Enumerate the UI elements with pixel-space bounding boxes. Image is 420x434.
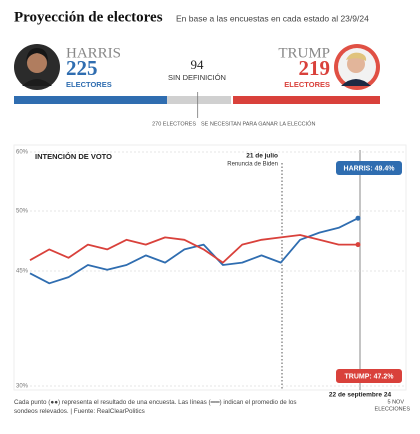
- trump-name: TRUMP: [278, 45, 330, 61]
- harris-bar: [14, 96, 168, 104]
- end-label-box: [336, 161, 402, 175]
- event-label: Renuncia de Biden: [227, 162, 278, 168]
- current-label: 22 de septiembre 24: [329, 392, 392, 399]
- chart-frame: [13, 144, 407, 391]
- note: Cada punto (●●) representa el resultado …: [14, 399, 297, 415]
- series-line: [29, 234, 358, 264]
- trump-bar: [233, 96, 380, 104]
- undecided-votes: 94: [191, 57, 205, 72]
- series-line: [29, 217, 359, 285]
- y-tick-label: 30%: [16, 384, 29, 390]
- undecided-bar: [167, 96, 232, 104]
- undecided-label: SIN DEFINICIÓN: [168, 73, 226, 82]
- end-label-box: [336, 369, 402, 383]
- end-point: [355, 215, 361, 221]
- election-label: ELECCIONES: [375, 406, 411, 412]
- harris-votes: 225: [66, 56, 98, 80]
- y-tick-label: 60%: [16, 150, 29, 156]
- title: Proyección de electores: [14, 9, 163, 25]
- election-date: 5 NOV: [387, 399, 404, 405]
- harris-portrait: [14, 44, 60, 90]
- chart-title: INTENCIÓN DE VOTO: [35, 152, 112, 161]
- y-tick-label: 50%: [16, 209, 29, 215]
- harris-unit: ELECTORES: [66, 80, 112, 89]
- trump-votes: 219: [299, 56, 331, 80]
- event-date: 21 de julio: [246, 153, 278, 160]
- end-point: [355, 242, 361, 248]
- end-label: TRUMP: 47.2%: [344, 373, 394, 380]
- threshold-label: 270 ELECTORES: [152, 121, 196, 127]
- subtitle: En base a las encuestas en cada estado a…: [176, 13, 369, 23]
- harris-name: HARRIS: [66, 45, 121, 61]
- y-tick-label: 45%: [16, 269, 29, 275]
- threshold-note: SE NECESITAN PARA GANAR LA ELECCIÓN: [201, 120, 315, 127]
- trump-unit: ELECTORES: [284, 80, 330, 89]
- end-label: HARRIS: 49.4%: [344, 165, 396, 172]
- trump-portrait: [334, 44, 380, 90]
- note-box: Cada punto (●●) representa el resultado …: [14, 399, 297, 415]
